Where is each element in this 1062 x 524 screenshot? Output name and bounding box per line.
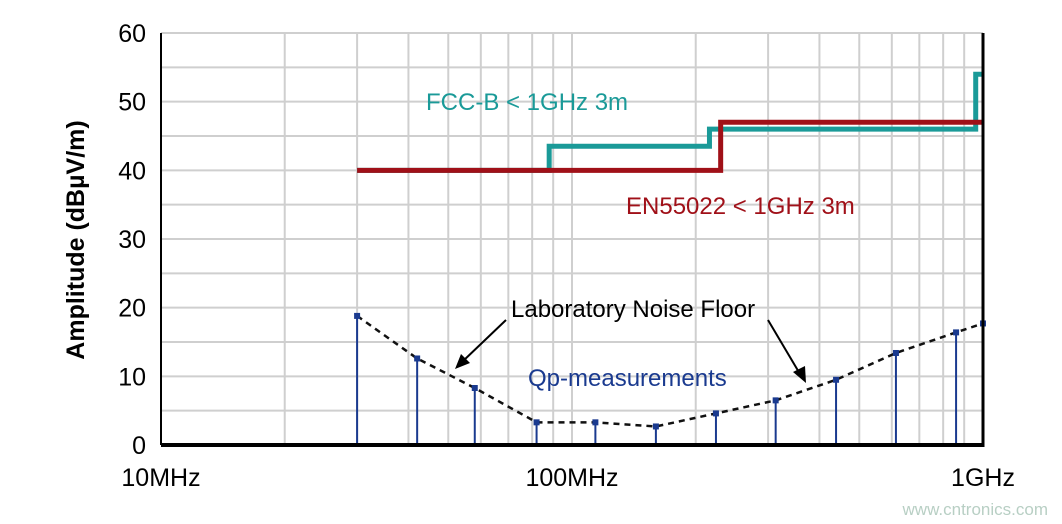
stem-marker (772, 397, 779, 404)
x-tick-label: 1GHz (951, 464, 1015, 492)
stem-marker (592, 419, 599, 426)
y-tick-label: 50 (118, 89, 146, 117)
stem-marker (652, 423, 659, 430)
stem-marker (354, 312, 361, 319)
arrow-left (455, 319, 507, 369)
stem-marker (833, 376, 840, 383)
x-tick-label: 10MHz (121, 464, 200, 492)
stem-marker (892, 349, 899, 356)
stem-marker (953, 329, 960, 336)
y-tick-label: 30 (118, 226, 146, 254)
stem-marker (712, 410, 719, 417)
y-tick-label: 40 (118, 157, 146, 185)
annotation-qp: Qp-measurements (528, 365, 727, 392)
stem-marker (533, 419, 540, 426)
y-tick-label: 10 (118, 363, 146, 391)
annotation-fcc: FCC-B < 1GHz 3m (426, 89, 628, 116)
y-tick-label: 0 (132, 432, 146, 460)
annotation-noise: Laboratory Noise Floor (511, 296, 755, 323)
stem-marker (471, 385, 478, 392)
watermark: www.cntronics.com (902, 500, 1048, 519)
stem-marker (414, 355, 421, 362)
y-tick-label: 60 (118, 20, 146, 48)
series-en55022-1ghz-3m (357, 119, 983, 173)
annotation-en: EN55022 < 1GHz 3m (626, 193, 855, 220)
arrow-right (767, 319, 806, 383)
series-fcc-b-1ghz-3m (357, 71, 983, 173)
axes: 0 10 20 30 40 50 60 10MHz 100MHz 1GHz (118, 20, 1015, 492)
y-tick-label: 20 (118, 295, 146, 323)
x-tick-label: 100MHz (525, 464, 618, 492)
y-axis-label: Amplitude (dBµV/m) (62, 120, 90, 359)
